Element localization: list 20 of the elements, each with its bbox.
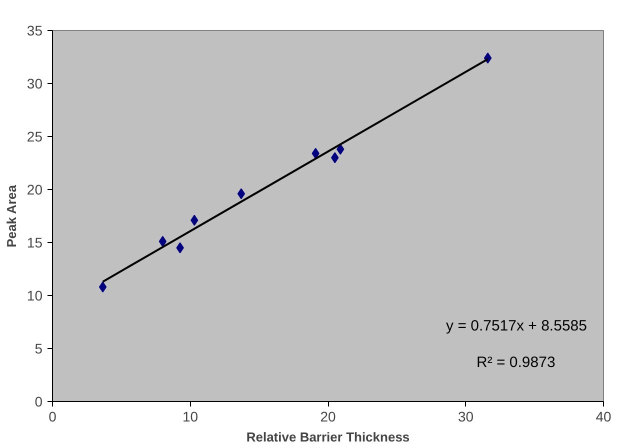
y-axis-title: Peak Area	[4, 184, 19, 248]
y-tick-label: 35	[26, 22, 43, 38]
annotation: R² = 0.9873	[476, 354, 556, 371]
y-tick-label: 5	[34, 340, 43, 356]
y-tick-label: 30	[26, 76, 43, 92]
x-tick-label: 10	[182, 408, 198, 424]
point	[237, 188, 246, 200]
y-tick-label: 15	[26, 234, 43, 250]
x-tick-label: 0	[48, 408, 57, 424]
point	[158, 236, 167, 247]
y-tick-label: 20	[26, 182, 43, 198]
annotation: y = 0.7517x + 8.5585	[446, 318, 587, 335]
y-tick-label: 10	[26, 288, 43, 304]
x-tick-label: 30	[458, 408, 474, 424]
y-tick-label: 0	[34, 394, 43, 410]
x-tick-label: 40	[596, 408, 612, 424]
y-tick-label: 25	[26, 128, 43, 144]
x-axis-title: Relative Barrier Thickness	[246, 430, 410, 444]
x-tick-label: 20	[320, 408, 336, 424]
point	[98, 282, 107, 293]
